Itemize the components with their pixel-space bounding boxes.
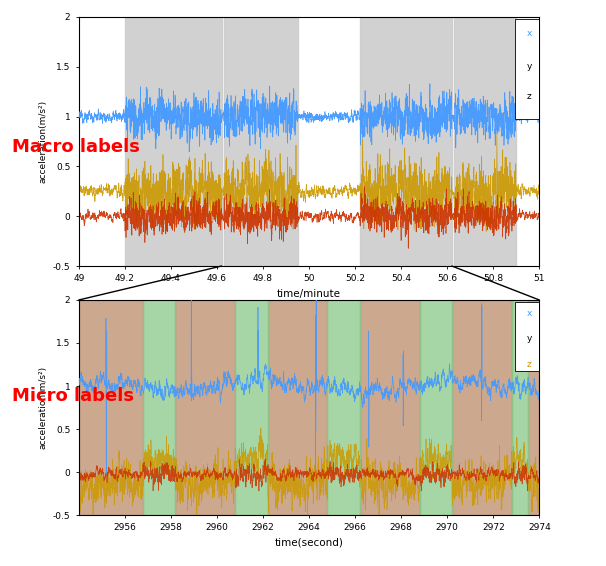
Text: z: z — [532, 99, 537, 109]
Bar — [327, 300, 360, 515]
Text: Macro labels: Macro labels — [12, 138, 140, 156]
Y-axis label: acceleration(m/s²): acceleration(m/s²) — [38, 366, 47, 449]
Bar — [235, 300, 268, 515]
Text: x: x — [527, 308, 532, 318]
Bar — [360, 17, 452, 266]
Bar — [454, 17, 516, 266]
FancyBboxPatch shape — [515, 302, 542, 371]
Bar — [79, 300, 143, 515]
Text: y: y — [531, 62, 537, 72]
Bar — [268, 300, 327, 515]
Bar — [360, 300, 419, 515]
Bar — [452, 300, 511, 515]
Bar — [528, 300, 539, 515]
Bar — [419, 300, 452, 515]
Y-axis label: acceleration(m/s²): acceleration(m/s²) — [38, 100, 47, 183]
Bar — [176, 300, 235, 515]
Text: z: z — [527, 92, 531, 101]
FancyBboxPatch shape — [515, 19, 542, 119]
Bar — [224, 17, 298, 266]
Bar — [125, 17, 222, 266]
Text: y: y — [527, 335, 532, 344]
Bar — [143, 300, 176, 515]
Text: z: z — [527, 360, 531, 369]
X-axis label: time/minute: time/minute — [277, 289, 341, 299]
Text: Micro labels: Micro labels — [12, 387, 134, 405]
Text: x: x — [527, 29, 532, 38]
Text: x: x — [531, 24, 537, 35]
Bar — [511, 300, 528, 515]
Text: y: y — [527, 62, 532, 71]
X-axis label: time(second): time(second) — [275, 538, 344, 548]
